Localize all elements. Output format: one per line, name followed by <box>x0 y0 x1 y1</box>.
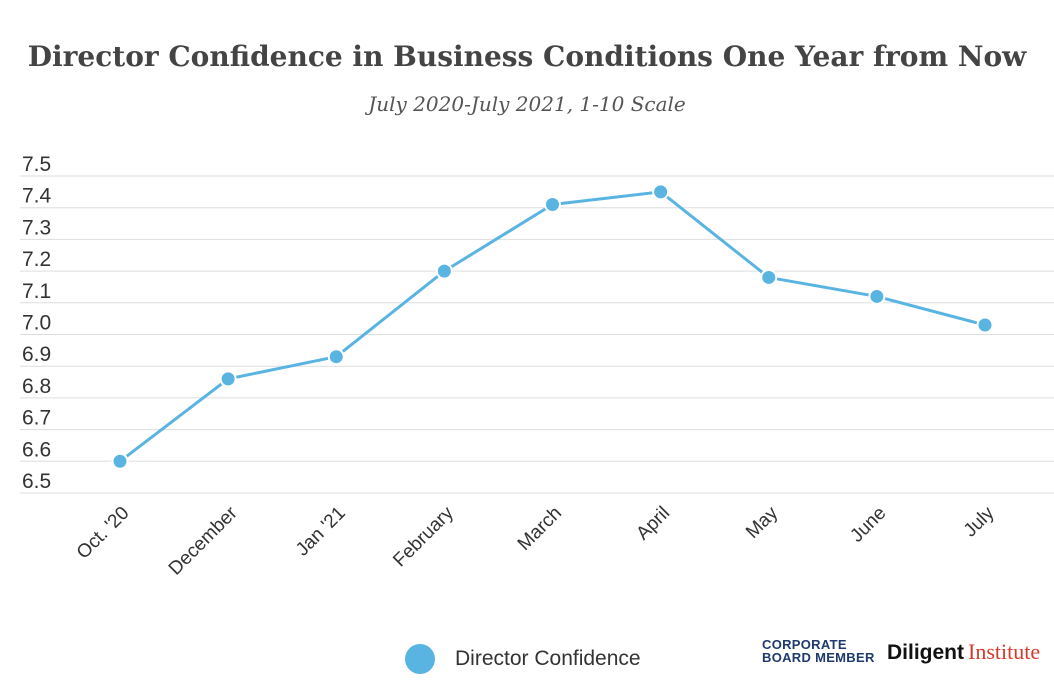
data-point <box>327 348 345 366</box>
data-point <box>111 452 129 470</box>
data-point <box>435 262 453 280</box>
data-point <box>868 287 886 305</box>
y-tick-label: 7.5 <box>22 153 51 176</box>
x-tick-label: April <box>632 503 674 545</box>
y-tick-label: 6.6 <box>22 438 51 461</box>
y-tick-label: 6.9 <box>22 343 51 366</box>
x-tick-label: June <box>846 503 890 547</box>
x-tick-label: Jan '21 <box>292 503 350 561</box>
x-tick-label: Oct. '20 <box>73 503 134 564</box>
chart-title: Director Confidence in Business Conditio… <box>27 40 1027 73</box>
y-tick-label: 7.0 <box>22 312 51 335</box>
y-tick-label: 6.8 <box>22 375 51 398</box>
y-tick-label: 6.7 <box>22 407 51 430</box>
cbm-logo-line-2: BOARD MEMBER <box>762 650 875 665</box>
y-tick-label: 7.3 <box>22 216 51 239</box>
institute-logo-word: Institute <box>968 639 1041 664</box>
legend-label: Director Confidence <box>455 647 641 670</box>
diligent-logo-word: Diligent <box>887 641 964 664</box>
y-tick-label: 7.1 <box>22 280 51 303</box>
y-tick-label: 7.2 <box>22 248 51 271</box>
x-tick-label: December <box>165 502 242 579</box>
x-axis-ticks: Oct. '20 December Jan '21 February March Apri… <box>73 502 999 579</box>
data-point <box>652 183 670 201</box>
x-tick-label: July <box>960 502 999 541</box>
corporate-board-member-logo: CORPORATE BOARD MEMBER <box>762 638 875 664</box>
series-director-confidence <box>111 183 994 470</box>
data-point <box>219 370 237 388</box>
data-point <box>544 196 561 214</box>
y-tick-label: 7.4 <box>22 185 52 208</box>
chart-subtitle: July 2020-July 2021, 1-10 Scale <box>368 92 686 116</box>
x-tick-label: March <box>514 503 566 555</box>
y-axis-ticks: 7.5 7.4 7.3 7.2 7.1 7.0 6.9 6.8 6.7 6.6 6.5 <box>22 153 52 493</box>
gridlines <box>20 175 1054 494</box>
series-line <box>119 190 986 463</box>
y-tick-label: 6.5 <box>22 470 51 493</box>
diligent-institute-logo: Diligent Institute <box>887 639 1040 665</box>
line-chart: 7.5 7.4 7.3 7.2 7.1 7.0 6.9 6.8 6.7 6.6 6.5 Oct. '… <box>20 153 1054 580</box>
data-point <box>760 268 778 286</box>
data-point <box>976 316 994 334</box>
legend-marker-icon <box>405 644 435 674</box>
x-tick-label: February <box>389 502 458 571</box>
cbm-logo-line-1: CORPORATE <box>762 637 847 652</box>
x-tick-label: May <box>742 502 783 543</box>
chart-legend[interactable]: Director Confidence <box>405 644 641 674</box>
